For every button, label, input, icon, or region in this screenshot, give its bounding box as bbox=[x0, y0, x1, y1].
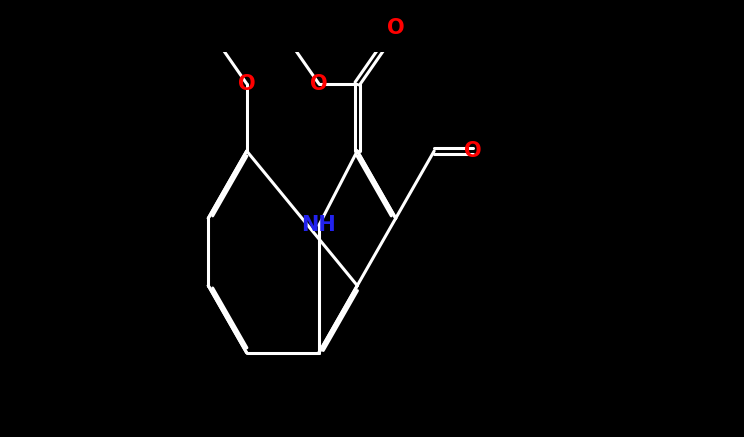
Text: O: O bbox=[238, 74, 255, 94]
Text: NH: NH bbox=[301, 215, 336, 236]
Text: O: O bbox=[310, 74, 327, 94]
Text: O: O bbox=[387, 18, 405, 38]
Text: O: O bbox=[464, 141, 481, 161]
